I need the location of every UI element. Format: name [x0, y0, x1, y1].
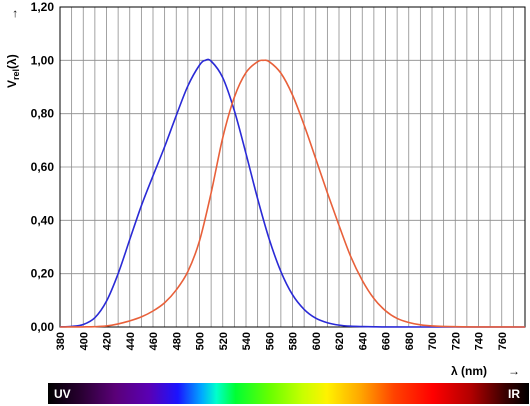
x-tick-label: 460 — [148, 332, 160, 350]
series-line-2 — [59, 59, 526, 328]
x-tick-label: 700 — [427, 332, 439, 350]
y-tick-label: 0,00 — [31, 320, 55, 334]
x-tick-label: 760 — [497, 332, 509, 350]
y-tick-label: 0,20 — [31, 267, 55, 281]
x-tick-label: 620 — [334, 332, 346, 350]
x-tick-label: 420 — [102, 332, 114, 350]
y-axis-label-sub: rel — [11, 69, 21, 80]
x-tick-label: 540 — [241, 332, 253, 350]
x-tick-label: 440 — [125, 332, 137, 350]
x-tick-label: 380 — [55, 332, 67, 350]
uv-label: UV — [54, 387, 71, 401]
series-line-1 — [59, 58, 526, 328]
x-tick-label: 600 — [311, 332, 323, 350]
y-tick-label: 0,60 — [31, 160, 55, 174]
ir-label: IR — [508, 387, 520, 401]
x-tick-label: 720 — [450, 332, 462, 350]
x-tick-label: 580 — [288, 332, 300, 350]
x-tick-label: 520 — [218, 332, 230, 350]
y-tick-label: 0,80 — [31, 107, 55, 121]
y-tick-label: 1,20 — [31, 0, 55, 14]
y-axis-arrow: → — [6, 8, 20, 20]
x-axis-label: λ (nm) — [451, 364, 487, 378]
spectrum-bar — [48, 383, 529, 404]
y-axis-label-tail: (λ) — [5, 54, 19, 69]
x-tick-label: 400 — [78, 332, 90, 350]
y-tick-label: 0,40 — [31, 213, 55, 227]
y-tick-labels: 0,00 0,20 0,40 0,60 0,80 1,00 1,20 — [31, 0, 55, 334]
x-tick-labels: 380 400 420 440 460 480 500 520 540 560 580 600 620 6… — [55, 332, 509, 350]
x-axis-arrow: → — [508, 364, 520, 378]
y-tick-label: 1,00 — [31, 53, 55, 67]
x-tick-label: 500 — [195, 332, 207, 350]
x-tick-label: 480 — [171, 332, 183, 350]
x-tick-label: 680 — [404, 332, 416, 350]
y-axis-label: Vrel(λ) — [5, 54, 21, 88]
y-axis-label-main: V — [5, 80, 19, 88]
x-tick-label: 660 — [381, 332, 393, 350]
x-tick-label: 560 — [264, 332, 276, 350]
grid — [60, 7, 525, 327]
svg-text:Vrel(λ): Vrel(λ) — [5, 54, 21, 88]
x-tick-label: 640 — [357, 332, 369, 350]
series-layer — [59, 58, 526, 328]
plot-frame — [59, 6, 526, 328]
x-tick-label: 740 — [474, 332, 486, 350]
